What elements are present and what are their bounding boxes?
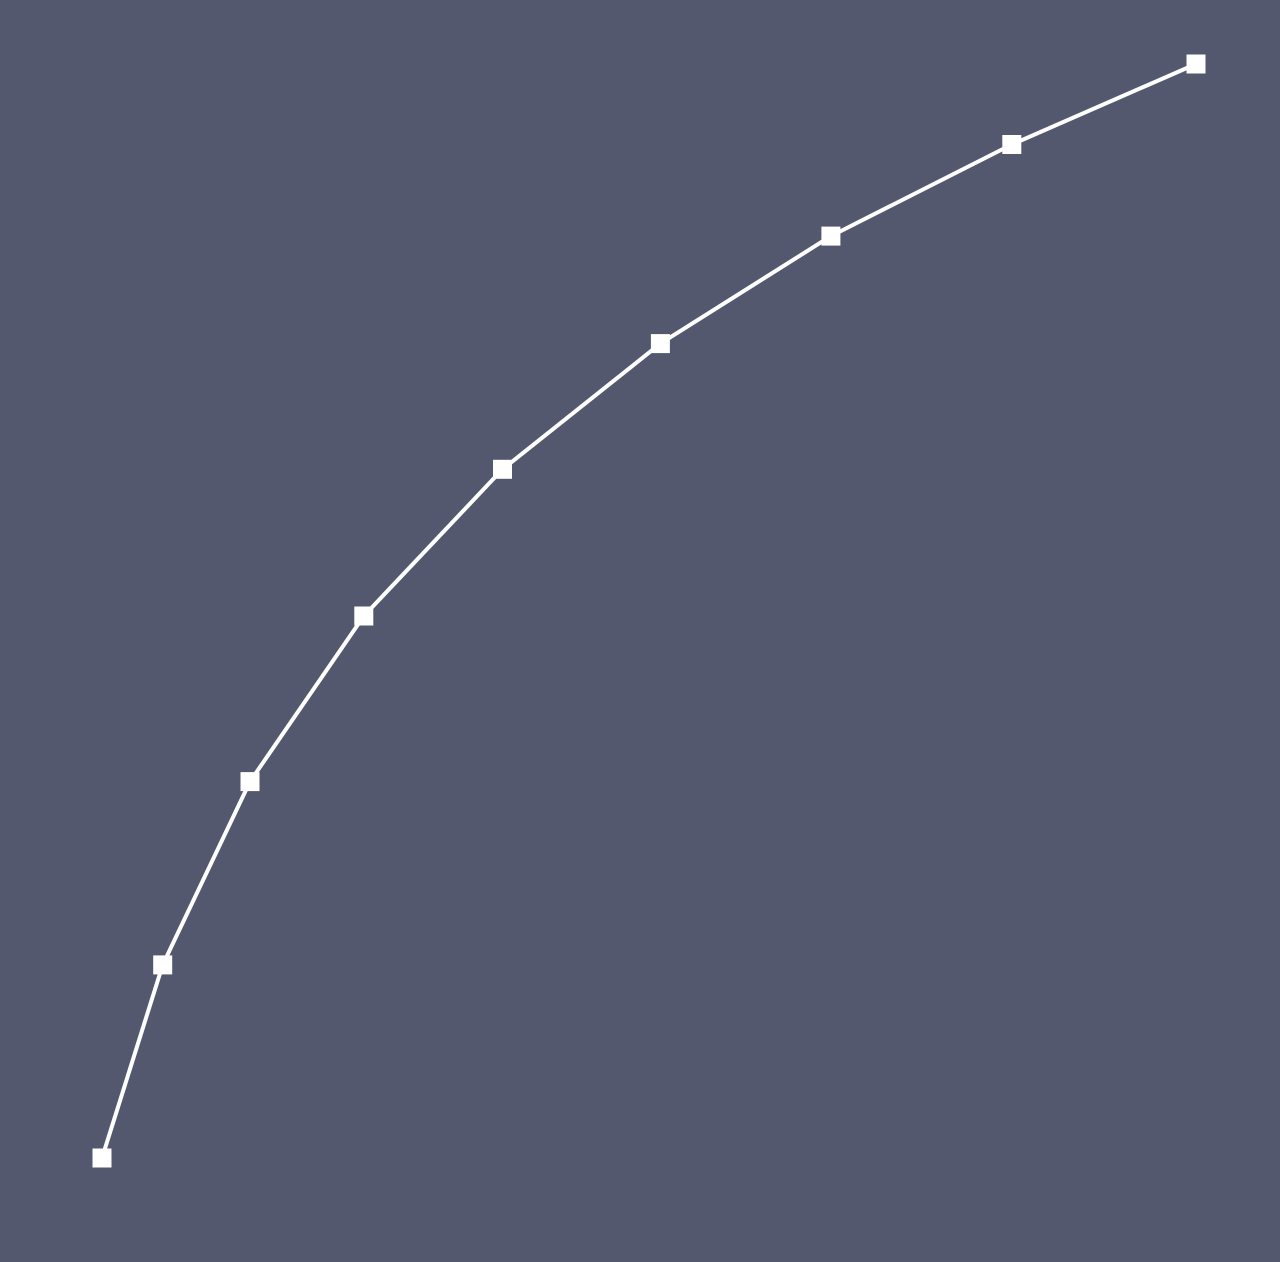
data-point-marker [1002, 135, 1022, 154]
data-point-marker [650, 334, 670, 354]
data-point-marker [354, 606, 374, 626]
data-point-marker [493, 459, 512, 479]
data-point-marker [92, 1148, 112, 1168]
data-point-marker [1186, 54, 1206, 74]
data-point-marker [821, 226, 841, 246]
series-layer [92, 54, 1206, 1168]
data-point-marker [153, 955, 173, 975]
data-point-marker [240, 772, 260, 792]
